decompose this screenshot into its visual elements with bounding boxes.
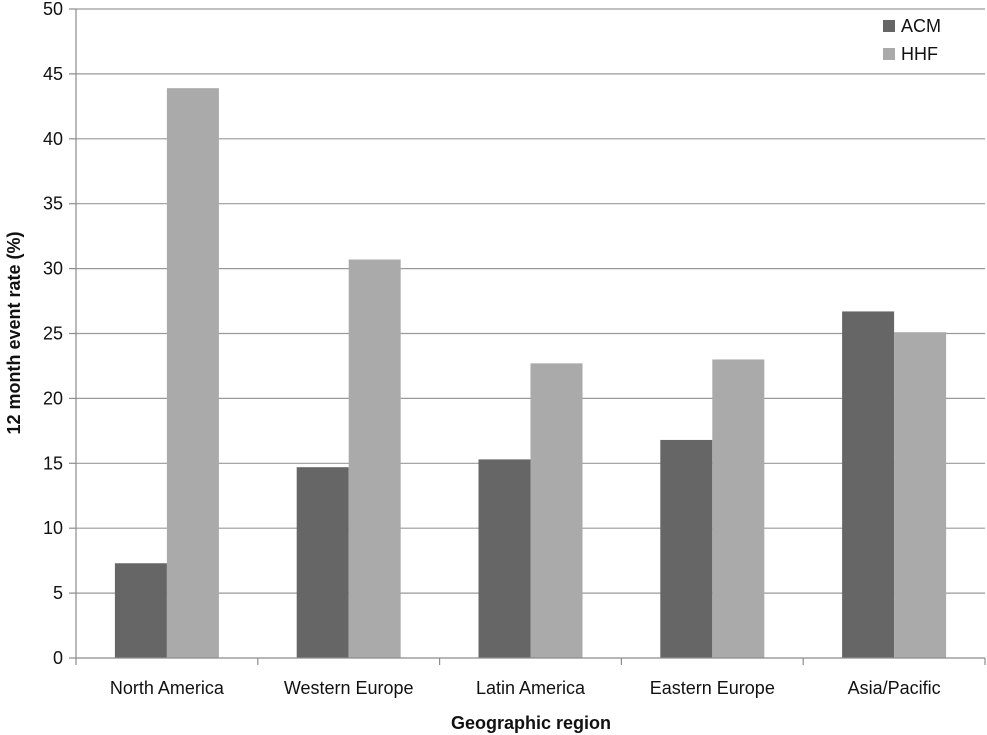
y-tick-label: 30	[43, 259, 63, 279]
y-tick-label: 0	[53, 648, 63, 668]
bar-hhf-western-europe	[348, 259, 401, 658]
y-axis-title: 12 month event rate (%)	[4, 231, 24, 434]
bar-hhf-north-america	[166, 88, 219, 659]
bar-hhf-asia-pacific	[894, 332, 947, 658]
bar-acm-asia-pacific	[842, 311, 895, 658]
axes	[69, 8, 986, 665]
gridlines	[76, 8, 985, 594]
bar-acm-eastern-europe	[660, 439, 713, 658]
bar-acm-north-america	[114, 563, 167, 658]
x-tick-label: Latin America	[476, 678, 586, 698]
x-tick-label: Western Europe	[284, 678, 414, 698]
y-tick-label: 45	[43, 64, 63, 84]
y-tick-label: 25	[43, 324, 63, 344]
bar-acm-latin-america	[478, 459, 531, 658]
legend: ACM HHF	[883, 16, 941, 64]
bars	[114, 88, 947, 659]
x-tick-label: Eastern Europe	[650, 678, 775, 698]
y-tick-label: 15	[43, 453, 63, 473]
y-tick-label: 5	[53, 583, 63, 603]
y-tick-label: 35	[43, 194, 63, 214]
y-tick-label: 40	[43, 129, 63, 149]
tick-labels: 0 5 10 15 20 25 30 35 40 45 50 North America Western…	[43, 0, 941, 698]
y-tick-label: 10	[43, 518, 63, 538]
y-tick-label: 20	[43, 388, 63, 408]
bar-hhf-latin-america	[530, 363, 583, 658]
legend-label-acm: ACM	[901, 16, 941, 36]
bar-hhf-eastern-europe	[712, 359, 765, 658]
x-tick-label: North America	[110, 678, 225, 698]
y-tick-label: 50	[43, 0, 63, 19]
bar-acm-western-europe	[296, 467, 349, 658]
x-axis-title: Geographic region	[451, 713, 611, 733]
legend-swatch-acm	[883, 20, 895, 32]
x-tick-label: Asia/Pacific	[848, 678, 941, 698]
legend-swatch-hhf	[883, 48, 895, 60]
legend-label-hhf: HHF	[901, 44, 938, 64]
